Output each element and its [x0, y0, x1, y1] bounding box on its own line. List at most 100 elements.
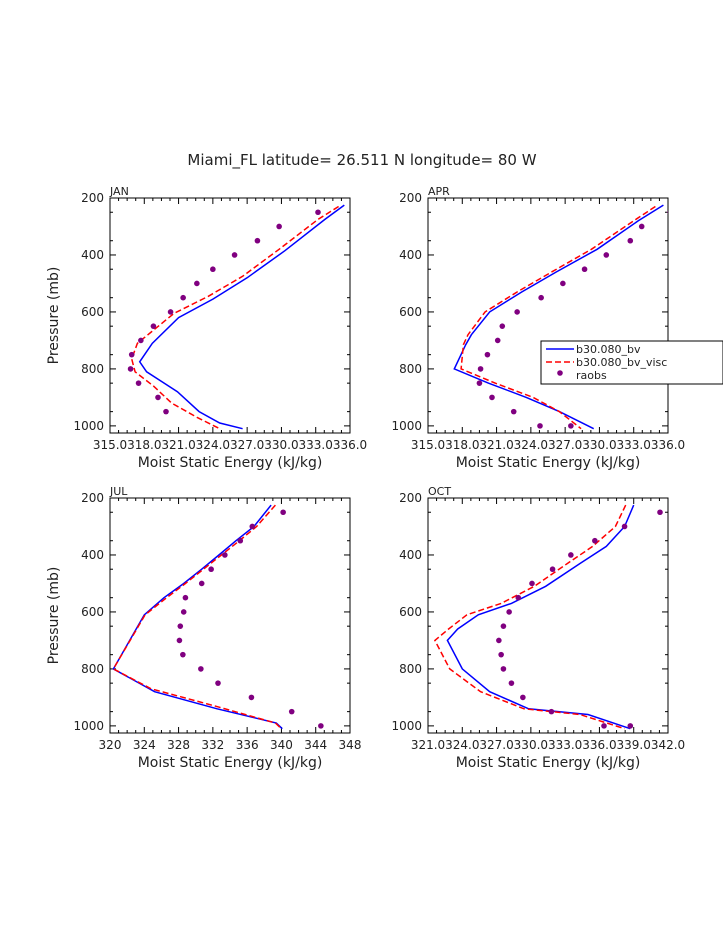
- raobs-point: [177, 623, 184, 629]
- raobs-point: [150, 323, 157, 329]
- raobs-point: [537, 423, 543, 429]
- raobs-point: [128, 351, 135, 358]
- raobs-point: [248, 694, 255, 701]
- y-tick-label: 800: [81, 362, 104, 376]
- raobs-point: [515, 594, 522, 601]
- x-tick-label: 333.0: [299, 438, 333, 452]
- y-tick-label: 800: [399, 662, 422, 676]
- raobs-point: [500, 623, 507, 629]
- figure-title: Miami_FL latitude= 26.511 N longitude= 8…: [187, 151, 536, 170]
- x-tick-label: 330.0: [582, 438, 616, 452]
- raobs-point: [506, 609, 512, 615]
- raobs-point: [249, 523, 256, 530]
- raobs-point: [180, 651, 186, 658]
- x-axis-label: Moist Static Energy (kJ/kg): [138, 455, 323, 471]
- raobs-point: [621, 523, 628, 530]
- y-tick-label: 400: [81, 248, 104, 262]
- x-tick-label: 315.0: [411, 438, 445, 452]
- panel-label: APR: [428, 185, 450, 198]
- raobs-point: [180, 294, 186, 301]
- y-tick-label: 200: [399, 191, 422, 205]
- series-line-bv: [446, 504, 635, 730]
- y-axis-label: Pressure (mb): [46, 567, 62, 665]
- x-axis-label: Moist Static Energy (kJ/kg): [138, 755, 323, 771]
- x-tick-label: 321.0: [479, 438, 513, 452]
- series-line-bv-visc: [460, 205, 656, 430]
- y-tick-label: 600: [399, 305, 422, 319]
- plot-frame: [427, 497, 669, 734]
- raobs-point: [180, 609, 187, 615]
- raobs-point: [194, 280, 200, 287]
- raobs-point: [508, 680, 515, 686]
- x-tick-label: 336.0: [582, 738, 616, 752]
- raobs-point: [603, 252, 610, 258]
- plot-frame: [109, 497, 351, 734]
- raobs-point: [254, 237, 261, 244]
- panel-label: JUL: [109, 485, 128, 498]
- raobs-point: [529, 580, 535, 587]
- legend-label: b30.080_bv: [576, 343, 641, 356]
- raobs-point: [568, 552, 574, 558]
- raobs-point: [231, 252, 238, 258]
- x-tick-label: 342.0: [651, 738, 685, 752]
- panel-label: JAN: [109, 185, 129, 198]
- x-tick-label: 315.0: [93, 438, 127, 452]
- raobs-point: [176, 637, 183, 644]
- panel-apr: APR 315.0 318.0 321.0 324.0 327.0 330.0 333.0 33…: [391, 185, 685, 471]
- raobs-point: [657, 509, 663, 516]
- legend-box: [540, 340, 723, 385]
- raobs-point: [288, 708, 295, 715]
- series-group: [112, 504, 324, 730]
- series-line-bv-visc: [112, 504, 282, 730]
- raobs-point: [627, 723, 634, 729]
- raobs-point: [667, 210, 668, 214]
- x-tick-label: 324.0: [196, 438, 230, 452]
- x-tick-label: 330.0: [264, 438, 298, 452]
- x-tick-label: 318.0: [445, 438, 479, 452]
- plot-frame: [427, 197, 669, 434]
- x-tick-label: 327.0: [548, 438, 582, 452]
- raobs-point: [477, 366, 484, 372]
- raobs-point: [549, 566, 556, 573]
- raobs-point: [237, 537, 244, 544]
- raobs-point: [496, 637, 502, 644]
- x-tick-label: 333.0: [617, 438, 651, 452]
- x-tick-label: 327.0: [479, 738, 513, 752]
- panel-jan: JAN 315.0 318.0 321.0 324.0 327.0 330.0 333.0 33…: [46, 185, 367, 471]
- raobs-point: [315, 209, 321, 216]
- raobs-point: [280, 509, 286, 516]
- plot-frame: [109, 197, 351, 434]
- raobs-point: [127, 366, 134, 372]
- panel-label: OCT: [428, 485, 451, 498]
- x-tick-label: 321.0: [411, 738, 445, 752]
- y-tick-label: 1000: [73, 719, 104, 733]
- y-tick-label: 400: [399, 248, 422, 262]
- x-tick-label: 336: [236, 738, 259, 752]
- y-tick-label: 1000: [391, 419, 422, 433]
- x-tick-label: 321.0: [161, 438, 195, 452]
- x-tick-label: 327.0: [230, 438, 264, 452]
- x-axis-label: Moist Static Energy (kJ/kg): [456, 755, 641, 771]
- raobs-point: [318, 723, 324, 729]
- y-tick-label: 1000: [73, 419, 104, 433]
- x-tick-label: 324.0: [514, 438, 548, 452]
- y-tick-label: 600: [399, 605, 422, 619]
- raobs-point: [548, 708, 555, 715]
- x-tick-label: 348: [339, 738, 362, 752]
- series-line-bv-visc: [130, 205, 339, 430]
- raobs-point: [138, 337, 144, 344]
- y-tick-label: 400: [399, 548, 422, 562]
- x-tick-label: 328: [167, 738, 190, 752]
- x-tick-label: 318.0: [127, 438, 161, 452]
- raobs-point: [210, 266, 216, 273]
- series-line-bv: [112, 504, 283, 730]
- x-tick-label: 336.0: [651, 438, 685, 452]
- panel-oct: OCT 321.0 324.0 327.0 330.0 333.0 336.0 339.0 34…: [391, 485, 685, 771]
- y-tick-label: 400: [81, 548, 104, 562]
- raobs-point: [198, 666, 204, 672]
- raobs-point: [484, 351, 491, 358]
- raobs-point: [638, 223, 645, 230]
- legend-label: raobs: [576, 369, 607, 382]
